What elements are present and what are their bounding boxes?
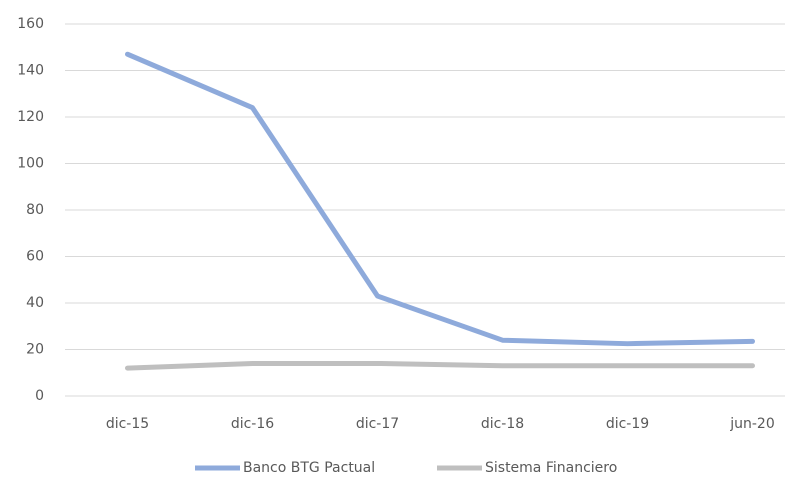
legend-label: Sistema Financiero <box>485 460 617 476</box>
y-tick-label: 160 <box>17 16 44 32</box>
y-tick-label: 120 <box>17 109 44 125</box>
y-tick-label: 60 <box>26 249 44 265</box>
x-tick-label: dic-16 <box>231 416 274 432</box>
x-tick-label: dic-17 <box>356 416 399 432</box>
y-tick-label: 80 <box>26 202 44 218</box>
y-tick-label: 100 <box>17 156 44 172</box>
x-tick-label: dic-19 <box>606 416 649 432</box>
series-line <box>125 51 755 347</box>
x-tick-label: dic-18 <box>481 416 524 432</box>
y-tick-label: 0 <box>35 388 44 404</box>
x-tick-label: jun-20 <box>729 416 775 432</box>
legend-label: Banco BTG Pactual <box>243 460 375 476</box>
y-tick-label: 20 <box>26 342 44 358</box>
series-line <box>125 360 755 371</box>
y-tick-label: 40 <box>26 295 44 311</box>
y-tick-label: 140 <box>17 63 44 79</box>
x-tick-label: dic-15 <box>106 416 149 432</box>
